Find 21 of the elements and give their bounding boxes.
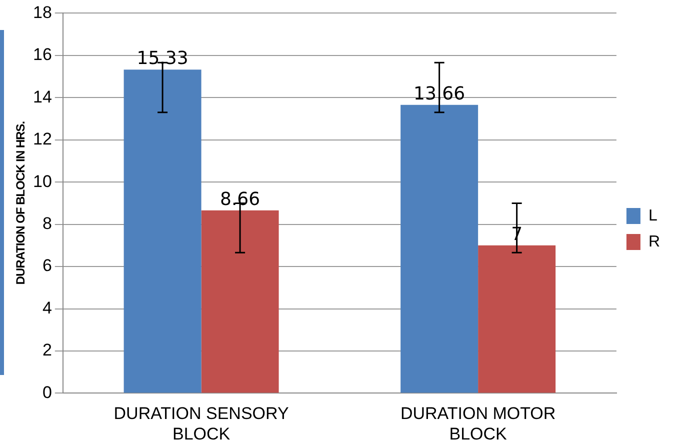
bar [400, 104, 478, 393]
y-axis-title: DURATION OF BLOCK IN HRS. [14, 120, 28, 284]
y-tick-label: 14 [32, 87, 52, 106]
y-tick-label: 2 [42, 340, 52, 360]
y-tick-label: 6 [42, 256, 52, 276]
x-tick-label: DURATION SENSORY BLOCK [114, 404, 289, 444]
bar [201, 210, 279, 393]
bar [478, 245, 556, 393]
bar [124, 70, 202, 393]
y-tick-label: 8 [42, 214, 52, 233]
data-label: 15.33 [136, 48, 188, 70]
legend-label: R [648, 233, 660, 250]
y-tick-label: 16 [32, 45, 52, 64]
x-tick-label: DURATION MOTOR BLOCK [400, 404, 556, 444]
y-tick-label: 0 [42, 382, 52, 402]
legend-label: L [648, 207, 658, 224]
y-tick-label: 4 [42, 298, 52, 318]
data-label: 8.66 [220, 189, 260, 210]
y-tick-label: 12 [32, 130, 52, 149]
y-tick-label: 18 [32, 2, 52, 22]
y-tick-label: 10 [32, 172, 52, 191]
